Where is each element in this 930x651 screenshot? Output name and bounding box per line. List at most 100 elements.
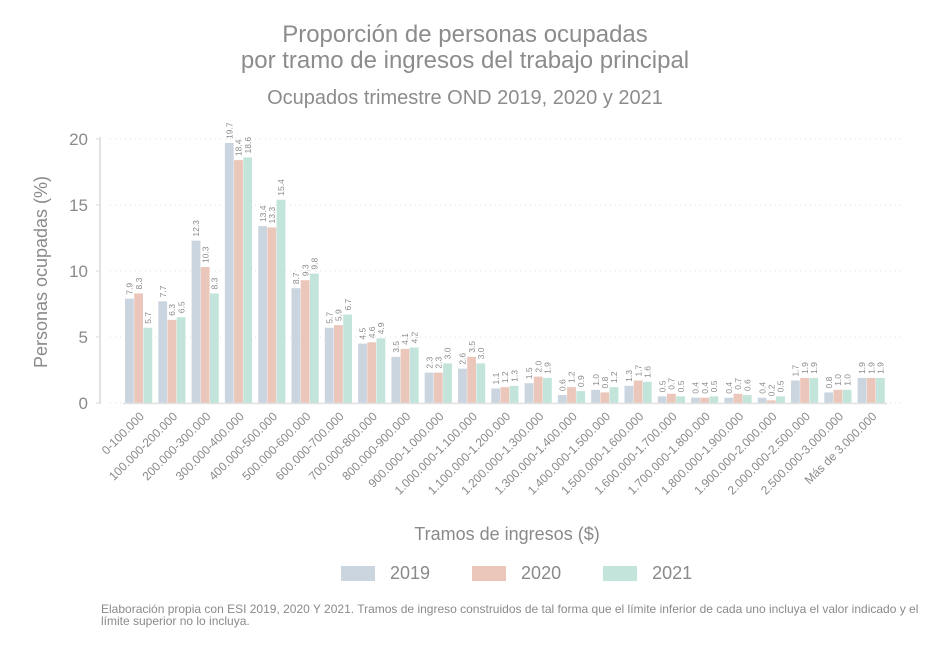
x-axis: 0-100.000100.000-200.000200.000-300.0003… [99,402,888,497]
bar-2021-0 [143,327,153,403]
bar-2021-12 [543,377,552,403]
data-label: 1.5 [524,367,534,379]
data-label: 15.4 [276,179,286,196]
bar-2020-17 [700,397,710,403]
data-label: 5.9 [334,309,344,321]
legend-item-2019: 2019 [341,563,430,584]
data-label: 1.3 [509,370,519,382]
bar-2019-12 [524,383,534,403]
data-label: 9.8 [310,258,320,270]
chart-title: Proporción de personas ocupadas [282,21,648,48]
legend-swatch-2019 [341,566,375,581]
y-tick-label: 15 [69,196,88,215]
data-label: 0.4 [724,382,734,394]
legend-label-2019: 2019 [390,563,431,583]
data-label: 1.7 [791,364,801,376]
bar-2020-7 [367,342,377,403]
bar-2019-2 [191,240,201,403]
bar-2021-11 [509,385,519,403]
data-label: 7.7 [158,285,168,297]
data-label: 0.4 [691,382,701,394]
bar-2021-8 [409,347,419,403]
data-label: 2.3 [434,357,444,369]
data-label: 0.7 [667,378,677,390]
bar-2019-1 [158,301,168,403]
data-label: 3.5 [467,341,477,353]
bar-2020-2 [200,267,210,403]
bar-2020-19 [766,400,776,403]
bar-2019-5 [291,288,301,403]
y-axis: 0 5 10 15 20 [69,130,101,413]
bar-2019-22 [857,377,867,403]
bar-2021-2 [210,293,219,403]
y-tick-label: 10 [69,262,88,281]
bar-2019-20 [791,380,800,403]
bar-2019-9 [424,372,434,403]
data-label: 0.5 [657,380,667,392]
bar-2021-13 [576,391,586,403]
data-label: 1.2 [609,371,619,383]
bar-2020-1 [167,319,177,403]
data-label: 8.7 [291,272,301,284]
bar-2020-8 [400,348,410,403]
data-label: 3.0 [476,347,486,359]
bar-2021-16 [676,396,685,403]
bar-2021-10 [476,363,486,403]
data-label: 12.3 [191,220,201,237]
bar-2020-21 [833,389,843,403]
data-label: 1.2 [500,371,510,383]
legend-swatch-2020 [472,566,507,581]
bar-2021-7 [376,338,386,403]
bar-2020-13 [567,387,576,403]
chart-title-line2: por tramo de ingresos del trabajo princi… [240,47,690,74]
bar-2020-0 [134,293,143,403]
bar-2020-4 [267,227,277,403]
data-label: 1.9 [809,362,819,374]
x-axis-label: Tramos de ingresos ($) [414,524,599,544]
bar-2019-8 [391,356,401,403]
data-label: 1.6 [643,366,653,378]
data-label: 5.7 [324,312,334,324]
bar-2019-6 [324,327,334,403]
data-label: 2.6 [458,353,468,365]
bar-2021-17 [709,396,719,403]
legend-item-2021: 2021 [603,563,692,584]
data-label: 1.9 [800,362,810,374]
bar-2021-6 [343,314,352,403]
bar-2020-16 [667,393,676,403]
y-tick-label: 20 [69,130,88,149]
bar-2021-15 [642,381,652,403]
data-label: 1.7 [633,364,643,376]
data-label: 7.9 [125,283,135,295]
data-labels: 7.9 7.712.319.713.48.75.74.53.52.3 2.61.1 1… [125,122,886,396]
bar-2020-5 [300,280,310,403]
bar-2019-19 [757,397,767,403]
data-label: 1.3 [624,370,634,382]
data-label: 3.5 [391,341,401,353]
data-label: 2.3 [424,357,434,369]
bars [125,142,885,403]
legend-label-2020: 2020 [521,563,562,583]
chart-subtitle: Ocupados trimestre OND 2019, 2020 y 2021 [267,87,663,109]
bar-2019-0 [125,298,134,403]
data-label: 0.5 [676,380,686,392]
bar-2020-6 [334,325,343,403]
data-label: 13.4 [258,205,268,222]
bar-2019-16 [657,396,667,403]
bar-2020-22 [866,377,876,403]
bar-2020-9 [433,372,443,403]
bar-2021-5 [309,273,319,403]
bar-2019-11 [491,388,501,403]
data-label: 1.0 [842,374,852,386]
data-label: 13.3 [267,207,277,224]
data-label: 19.7 [225,122,235,139]
data-label: 0.2 [767,384,777,396]
data-label: 1.2 [567,371,577,383]
data-label: 1.9 [876,362,886,374]
legend-label-2021: 2021 [652,563,693,583]
data-label: 4.1 [400,333,410,345]
data-label: 0.9 [576,375,586,387]
bar-2019-10 [458,368,467,403]
bar-2021-21 [842,389,852,403]
data-label: 0.4 [757,382,767,394]
